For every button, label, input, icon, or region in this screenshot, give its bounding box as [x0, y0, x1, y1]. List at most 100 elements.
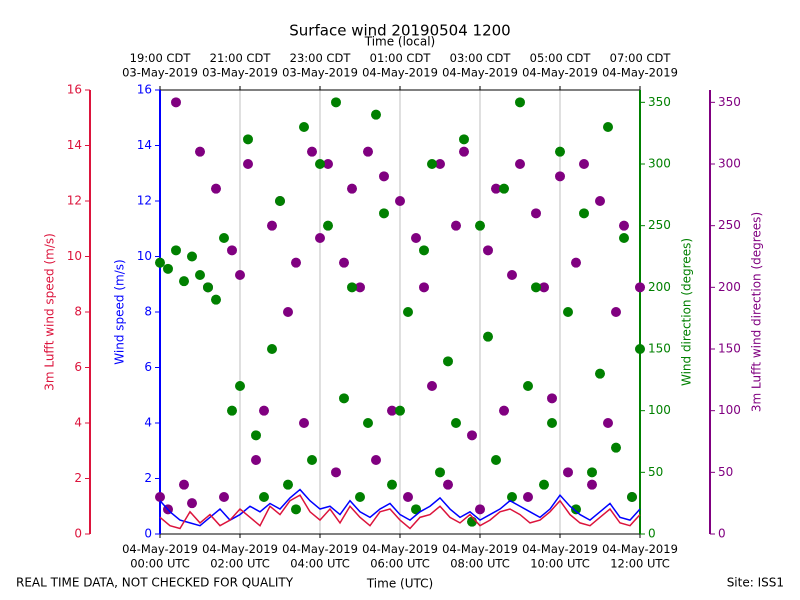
direction-point — [299, 418, 309, 428]
direction-point — [595, 196, 605, 206]
y-tick-label: 12 — [137, 194, 152, 208]
direction-point — [227, 245, 237, 256]
direction-point — [491, 183, 501, 194]
direction-point — [267, 344, 277, 354]
direction-point — [363, 146, 373, 157]
direction-point — [155, 257, 165, 268]
y-tick-label: 150 — [718, 342, 741, 356]
x2-tick-label: 21:00 CDT 03-May-2019 — [202, 51, 278, 79]
y-tick-label: 300 — [648, 157, 671, 171]
direction-point — [355, 282, 365, 293]
direction-point — [547, 393, 557, 404]
direction-point — [283, 479, 293, 490]
direction-point — [315, 233, 325, 243]
direction-point — [603, 122, 613, 132]
direction-point — [171, 97, 181, 108]
direction-point — [571, 504, 581, 515]
direction-point — [539, 282, 549, 293]
y-tick-label: 300 — [718, 157, 741, 171]
direction-point — [307, 146, 317, 157]
direction-point — [371, 455, 381, 465]
x-tick-label: 04-May-2019 02:00 UTC — [202, 542, 278, 570]
x-tick-label: 04-May-2019 12:00 UTC — [602, 542, 678, 570]
direction-point — [275, 196, 285, 206]
direction-point — [627, 492, 637, 502]
direction-point — [195, 270, 205, 280]
direction-point — [467, 430, 477, 441]
x2-tick-label: 07:00 CDT 04-May-2019 — [602, 51, 678, 79]
y-tick-label: 6 — [74, 360, 82, 374]
direction-point — [267, 220, 277, 231]
direction-point — [523, 381, 533, 391]
direction-point — [179, 276, 189, 287]
y-tick-label: 150 — [648, 342, 671, 356]
y-tick-label: 200 — [648, 280, 671, 294]
y-tick-label: 50 — [718, 465, 733, 479]
direction-point — [531, 282, 541, 293]
direction-point — [587, 479, 597, 490]
direction-point — [579, 208, 589, 219]
direction-point — [619, 233, 629, 243]
direction-point — [243, 159, 253, 169]
direction-point — [339, 257, 349, 268]
x2-tick-label: 03:00 CDT 04-May-2019 — [442, 51, 518, 79]
direction-point — [507, 270, 517, 280]
direction-point — [515, 159, 525, 169]
direction-point — [563, 467, 573, 478]
direction-point — [251, 455, 261, 465]
y-tick-label: 14 — [67, 138, 82, 152]
direction-point — [211, 294, 221, 305]
y-tick-label: 350 — [648, 95, 671, 109]
direction-point — [619, 220, 629, 231]
direction-point — [539, 479, 549, 490]
direction-point — [227, 405, 237, 416]
direction-point — [395, 196, 405, 206]
y-tick-label: 16 — [137, 83, 152, 97]
direction-point — [635, 282, 645, 293]
y-tick-label: 350 — [718, 95, 741, 109]
x-tick-label: 04-May-2019 06:00 UTC — [362, 542, 438, 570]
speed-line — [159, 488, 641, 527]
direction-point — [291, 257, 301, 268]
footer-note: REAL TIME DATA, NOT CHECKED FOR QUALITY — [16, 576, 294, 590]
direction-point — [419, 282, 429, 293]
direction-point — [411, 233, 421, 243]
direction-point — [491, 455, 501, 465]
x2-tick-label: 01:00 CDT 04-May-2019 — [362, 51, 438, 79]
direction-point — [203, 282, 213, 293]
direction-point — [611, 307, 621, 317]
y-tick-label: 4 — [144, 416, 152, 430]
direction-point — [291, 504, 301, 515]
x-tick-label: 04-May-2019 10:00 UTC — [522, 542, 598, 570]
y-tick-label: 0 — [648, 527, 656, 541]
y-tick-label: 16 — [67, 83, 82, 97]
y-tick-label: 0 — [144, 527, 152, 541]
direction-point — [443, 356, 453, 367]
direction-point — [483, 331, 493, 342]
direction-point — [187, 251, 197, 262]
direction-point — [171, 245, 181, 256]
direction-point — [331, 467, 341, 478]
direction-point — [347, 183, 357, 194]
direction-point — [179, 479, 189, 490]
direction-point — [155, 492, 165, 502]
direction-point — [371, 109, 381, 120]
direction-point — [235, 381, 245, 391]
y-tick-label: 12 — [67, 194, 82, 208]
direction-point — [187, 498, 197, 509]
y-tick-label: 100 — [648, 403, 671, 417]
site-label: Site: ISS1 — [727, 576, 784, 590]
direction-point — [427, 381, 437, 391]
direction-point — [339, 393, 349, 404]
y-tick-label: 0 — [74, 527, 82, 541]
direction-point — [387, 479, 397, 490]
y-tick-label: 0 — [718, 527, 726, 541]
direction-point — [483, 245, 493, 256]
y-tick-label: 6 — [144, 360, 152, 374]
direction-point — [499, 183, 509, 194]
direction-point — [531, 208, 541, 219]
y-axis-label: 3m Lufft wind direction (degrees) — [750, 212, 764, 412]
y-tick-label: 2 — [74, 471, 82, 485]
direction-point — [403, 307, 413, 317]
direction-point — [603, 418, 613, 428]
